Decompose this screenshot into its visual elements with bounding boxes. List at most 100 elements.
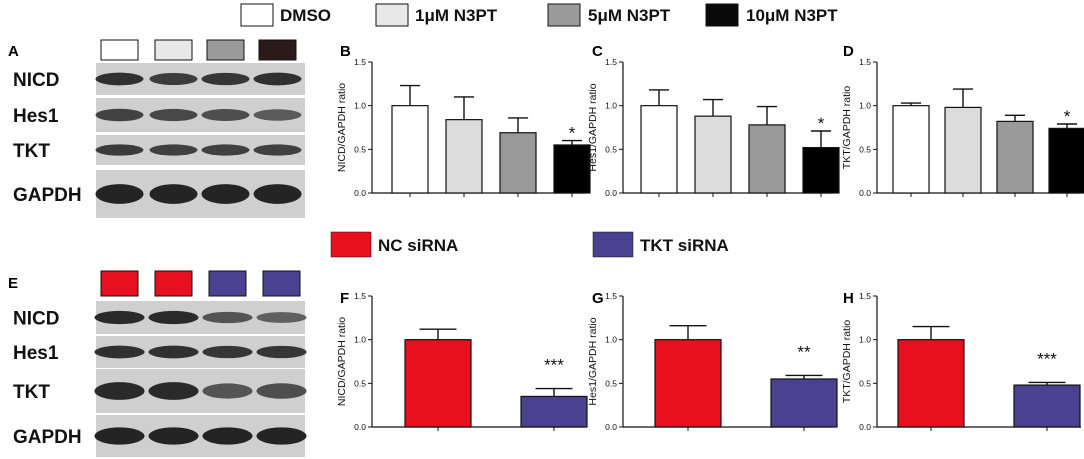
y-tick-label: 0.5 xyxy=(859,378,871,388)
panel-letter: A xyxy=(8,43,19,60)
blot-band xyxy=(253,184,302,204)
blot-band xyxy=(202,311,253,324)
blot-band xyxy=(149,108,198,122)
lane-swatch xyxy=(154,270,193,297)
blot-row-label: Hes1 xyxy=(13,106,59,127)
bar xyxy=(996,120,1034,194)
legend-top: DMSO 1μM N3PT 5μM N3PT 10μM N3PT xyxy=(240,3,838,27)
blot-band xyxy=(256,427,307,445)
legend-item: DMSO xyxy=(240,3,331,27)
y-axis-label: NICD/GAPDH ratio xyxy=(336,83,348,172)
legend-swatch xyxy=(330,231,372,258)
significance-marker: *** xyxy=(1037,349,1057,368)
blot-row-label: Hes1 xyxy=(13,343,59,364)
bar-chart-h: H 0.0 0.5 1.0 1.5 TKT/GAPDH ratio *** xyxy=(841,290,1081,432)
y-axis-label: NICD/GAPDH ratio xyxy=(336,317,348,406)
lane-swatch xyxy=(100,270,139,297)
y-tick-label: 1.5 xyxy=(354,57,366,67)
bar-chart-b: B 0.0 0.5 1.0 1.5 NICD/GAPDH ratio * xyxy=(336,43,591,198)
y-tick-label: 0.5 xyxy=(354,144,366,154)
legend-item: 1μM N3PT xyxy=(375,3,498,27)
bar xyxy=(404,339,472,428)
y-tick-label: 0.5 xyxy=(605,144,617,154)
panel-letter: F xyxy=(340,290,349,307)
bar-chart-f: F 0.0 0.5 1.0 1.5 NICD/GAPDH ratio *** xyxy=(336,290,588,432)
y-tick-label: 1.5 xyxy=(859,57,871,67)
bar xyxy=(897,339,965,428)
y-tick-label: 1.0 xyxy=(859,335,871,345)
lane-swatch xyxy=(258,39,297,61)
legend-label: 5μM N3PT xyxy=(588,6,671,25)
significance-marker: * xyxy=(569,124,576,143)
y-tick-label: 1.5 xyxy=(354,291,366,301)
bar xyxy=(694,115,732,194)
y-tick-label: 0.0 xyxy=(605,188,617,198)
blot-band xyxy=(95,72,144,86)
legend-swatch xyxy=(547,3,581,27)
lane-swatch xyxy=(208,270,247,297)
bar-chart-c: C 0.0 0.5 1.0 1.5 Hes1/GAPDH ratio * xyxy=(587,43,840,198)
significance-marker: * xyxy=(1064,107,1071,126)
blot-band xyxy=(256,312,307,323)
bar xyxy=(654,339,722,428)
y-tick-label: 0.0 xyxy=(354,422,366,432)
y-axis-label: Hes1/GAPDH ratio xyxy=(587,83,599,171)
bar xyxy=(892,105,930,194)
blot-band xyxy=(149,184,198,204)
blot-band xyxy=(94,310,145,325)
bar xyxy=(1048,127,1084,194)
legend-label: DMSO xyxy=(280,6,331,25)
western-blot-bottom: E NICD Hes1 TKT GAPDH xyxy=(8,270,307,457)
bar xyxy=(770,378,838,428)
legend-label: NC siRNA xyxy=(378,236,458,255)
blot-band xyxy=(201,109,250,121)
panel-letter: D xyxy=(843,43,854,60)
bar xyxy=(802,146,840,194)
blot-band xyxy=(95,144,144,156)
bar-chart-d: D 0.0 0.5 1.0 1.5 TKT/GAPDH ratio * xyxy=(841,43,1084,198)
y-tick-label: 0.0 xyxy=(859,188,871,198)
bar xyxy=(640,105,678,194)
panel-letter: B xyxy=(340,43,351,60)
panel-letter: H xyxy=(843,290,854,307)
y-tick-label: 1.0 xyxy=(605,335,617,345)
blot-band xyxy=(95,184,144,204)
blot-band xyxy=(95,108,144,122)
legend-item: 5μM N3PT xyxy=(547,3,671,27)
blot-band xyxy=(256,383,307,399)
blot-band xyxy=(94,345,145,359)
legend-label: 1μM N3PT xyxy=(415,6,498,25)
blot-band xyxy=(253,144,302,156)
panel-letter: E xyxy=(8,275,18,292)
y-tick-label: 1.5 xyxy=(605,291,617,301)
significance-marker: ** xyxy=(797,342,811,361)
legend-item: NC siRNA xyxy=(330,231,458,258)
y-axis-label: TKT/GAPDH ratio xyxy=(841,86,853,170)
legend-bottom: NC siRNA TKT siRNA xyxy=(330,231,729,258)
legend-label: 10μM N3PT xyxy=(746,6,838,25)
bar xyxy=(445,119,483,194)
significance-marker: * xyxy=(818,114,825,133)
y-tick-label: 0.0 xyxy=(354,188,366,198)
y-tick-label: 1.5 xyxy=(859,291,871,301)
blot-row-label: TKT xyxy=(13,141,50,162)
panel-letter: G xyxy=(592,290,604,307)
blot-row-label: GAPDH xyxy=(13,185,82,206)
blot-row-label: TKT xyxy=(13,382,50,403)
blot-band xyxy=(202,383,253,399)
blot-band xyxy=(94,427,145,445)
blot-band xyxy=(256,345,307,359)
legend-swatch xyxy=(592,231,634,258)
blot-band xyxy=(202,345,253,359)
bar xyxy=(944,106,982,194)
y-tick-label: 1.0 xyxy=(354,335,366,345)
blot-band xyxy=(202,427,253,445)
blot-band xyxy=(149,72,198,86)
panel-letter: C xyxy=(592,43,603,60)
y-tick-label: 1.5 xyxy=(605,57,617,67)
y-axis-label: Hes1/GAPDH ratio xyxy=(587,317,599,405)
blot-band xyxy=(148,382,199,400)
blot-row-label: NICD xyxy=(13,309,59,330)
blot-band xyxy=(149,144,198,156)
